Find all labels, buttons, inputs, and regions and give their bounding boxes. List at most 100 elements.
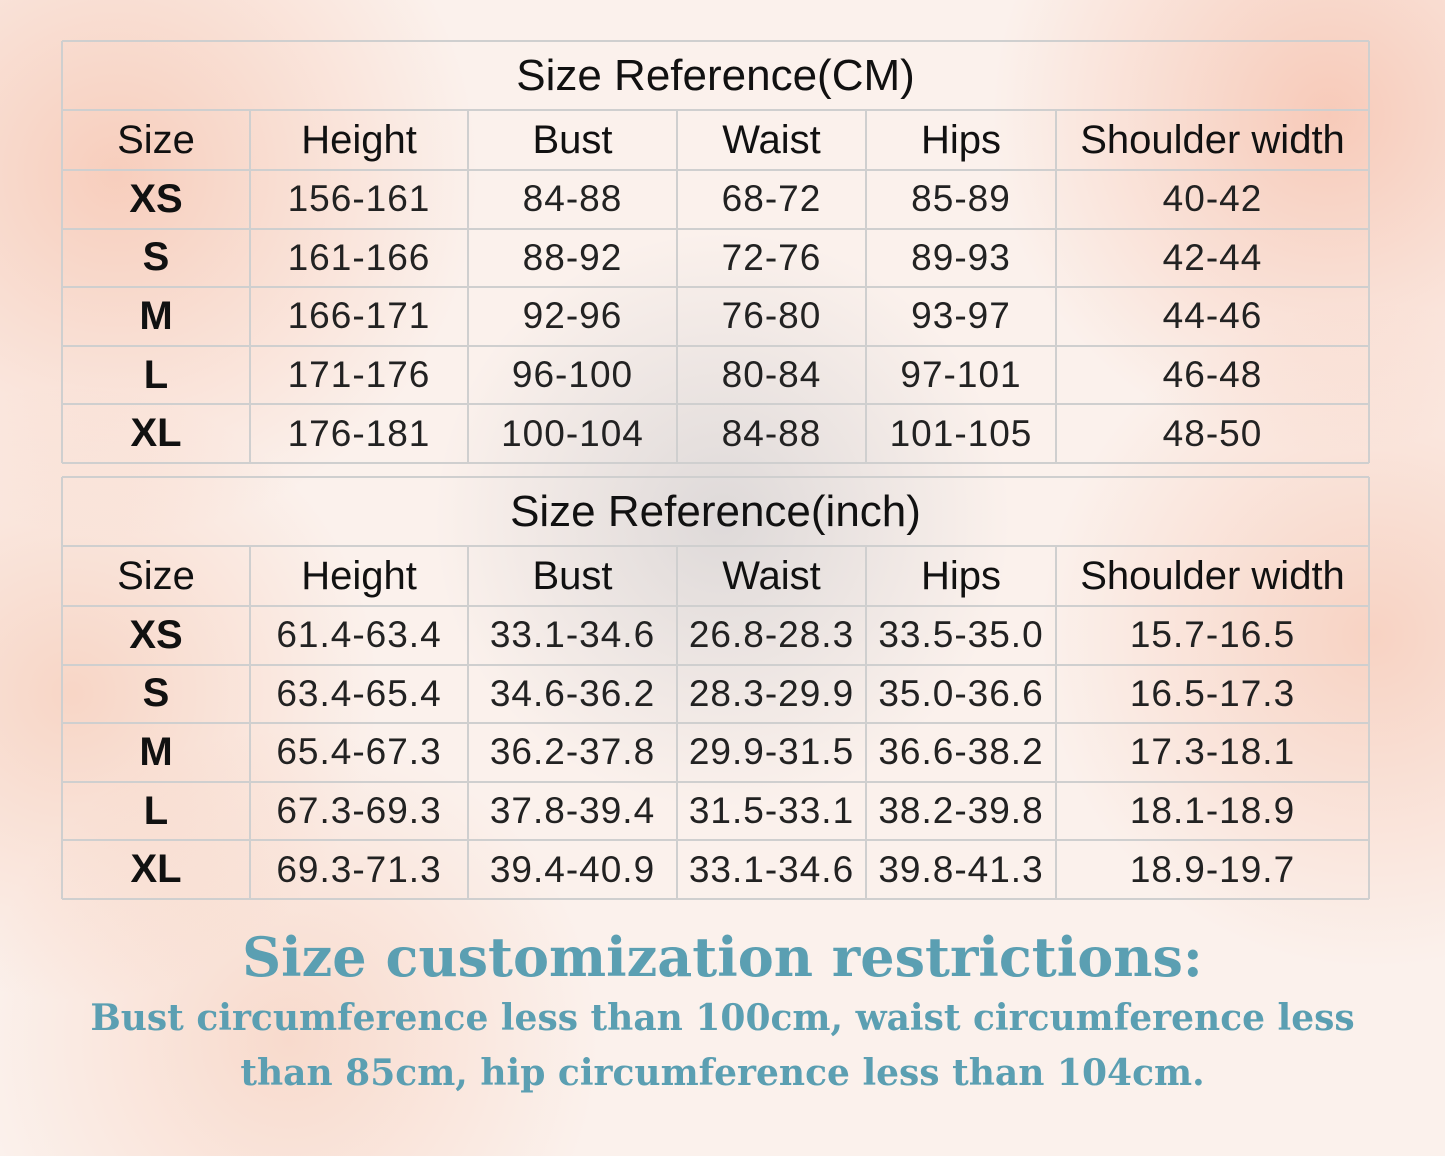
table-cell: 161-166 xyxy=(287,236,431,278)
grid-line xyxy=(62,344,1369,347)
table-cell: 28.3-29.9 xyxy=(688,672,855,714)
grid-line xyxy=(249,546,251,899)
table-cell: 69.3-71.3 xyxy=(276,848,442,890)
table-cell: 76-80 xyxy=(721,295,822,337)
column-header: Size xyxy=(117,553,195,598)
table-title: Size Reference(inch) xyxy=(510,486,921,536)
table-cell: 15.7-16.5 xyxy=(1129,614,1296,656)
table-cell: 84-88 xyxy=(522,178,623,220)
table-cell: 166-171 xyxy=(287,295,431,337)
size-label: L xyxy=(143,352,169,397)
table-cell: 68-72 xyxy=(721,178,822,220)
size-label: S xyxy=(142,235,170,280)
size-label: XL xyxy=(130,847,182,892)
table-cell: 31.5-33.1 xyxy=(688,790,855,832)
table-cell: 88-92 xyxy=(522,236,623,278)
table-cell: 84-88 xyxy=(721,412,822,454)
column-header: Height xyxy=(301,117,417,162)
table-cell: 72-76 xyxy=(721,236,822,278)
grid-line xyxy=(249,110,251,463)
table-cell: 17.3-18.1 xyxy=(1129,731,1296,773)
size-label: XL xyxy=(130,411,182,456)
table-cell: 35.0-36.6 xyxy=(878,672,1044,714)
grid-line xyxy=(62,462,1369,464)
grid-line xyxy=(62,169,1369,171)
table-cell: 42-44 xyxy=(1162,236,1263,278)
grid-line xyxy=(61,477,63,899)
table-cell: 80-84 xyxy=(721,354,822,396)
table-cell: 16.5-17.3 xyxy=(1129,672,1296,714)
grid-line xyxy=(62,545,1369,547)
table-cell: 33.1-34.6 xyxy=(688,848,855,890)
grid-line xyxy=(865,110,867,463)
restrictions-heading: Size customization restrictions: xyxy=(242,925,1203,989)
column-header: Waist xyxy=(722,553,821,598)
grid-line xyxy=(467,546,469,899)
table-cell: 48-50 xyxy=(1162,412,1263,454)
table-cell: 171-176 xyxy=(287,354,431,396)
table-cell: 100-104 xyxy=(501,412,644,454)
grid-line xyxy=(1368,477,1370,899)
table-cell: 34.6-36.2 xyxy=(489,672,656,714)
column-header: Hips xyxy=(920,117,1002,162)
grid-line xyxy=(62,40,1369,42)
table-cell: 18.1-18.9 xyxy=(1129,790,1296,832)
table-cell: 36.6-38.2 xyxy=(878,731,1044,773)
grid-line xyxy=(467,110,469,463)
table-cell: 176-181 xyxy=(287,412,431,454)
table-cell: 29.9-31.5 xyxy=(688,731,855,773)
grid-line xyxy=(62,227,1369,230)
column-header: Size xyxy=(117,117,195,162)
table-cell: 36.2-37.8 xyxy=(489,731,656,773)
table-cell: 67.3-69.3 xyxy=(276,790,442,832)
grid-line xyxy=(62,286,1369,289)
table-cell: 44-46 xyxy=(1162,295,1263,337)
column-header: Shoulder width xyxy=(1080,117,1345,162)
size-label: M xyxy=(139,293,173,338)
grid-line xyxy=(62,476,1369,478)
table-cell: 85-89 xyxy=(911,178,1011,220)
table-cell: 92-96 xyxy=(522,295,623,337)
grid-line xyxy=(62,403,1369,406)
grid-line xyxy=(62,109,1369,111)
column-header: Height xyxy=(301,553,417,598)
column-header: Waist xyxy=(722,117,821,162)
grid-line xyxy=(1368,41,1370,463)
table-cell: 156-161 xyxy=(287,178,431,220)
size-label: L xyxy=(143,788,169,833)
table-cell: 65.4-67.3 xyxy=(276,731,442,773)
table-cell: 40-42 xyxy=(1162,178,1263,220)
table-cell: 33.5-35.0 xyxy=(878,614,1044,656)
table-cell: 63.4-65.4 xyxy=(276,672,442,714)
table-cell: 97-101 xyxy=(900,354,1022,396)
size-label: XS xyxy=(129,612,183,657)
grid-line xyxy=(61,41,63,463)
table-cell: 39.8-41.3 xyxy=(878,848,1044,890)
table-cell: 26.8-28.3 xyxy=(688,614,855,656)
table-cell: 38.2-39.8 xyxy=(878,790,1044,832)
table-cell: 61.4-63.4 xyxy=(276,614,442,656)
column-header: Bust xyxy=(532,117,613,162)
restrictions-text: Bust circumference less than 100cm, wais… xyxy=(90,997,1355,1039)
column-header: Shoulder width xyxy=(1080,553,1345,598)
table-title: Size Reference(CM) xyxy=(516,50,915,100)
grid-line xyxy=(62,722,1369,725)
grid-line xyxy=(676,546,678,899)
column-header: Bust xyxy=(532,553,613,598)
grid-line xyxy=(62,663,1369,666)
table-cell: 37.8-39.4 xyxy=(489,790,656,832)
table-cell: 93-97 xyxy=(911,295,1011,337)
grid-line xyxy=(62,605,1369,607)
size-label: S xyxy=(142,671,170,716)
table-cell: 39.4-40.9 xyxy=(489,848,656,890)
table-cell: 33.1-34.6 xyxy=(489,614,656,656)
size-label: XS xyxy=(129,176,183,221)
grid-line xyxy=(1055,546,1057,899)
table-cell: 18.9-19.7 xyxy=(1129,848,1296,890)
table-cell: 96-100 xyxy=(511,354,634,396)
grid-line xyxy=(62,780,1369,783)
size-label: M xyxy=(139,729,173,774)
grid-line xyxy=(676,110,678,463)
column-header: Hips xyxy=(920,553,1002,598)
